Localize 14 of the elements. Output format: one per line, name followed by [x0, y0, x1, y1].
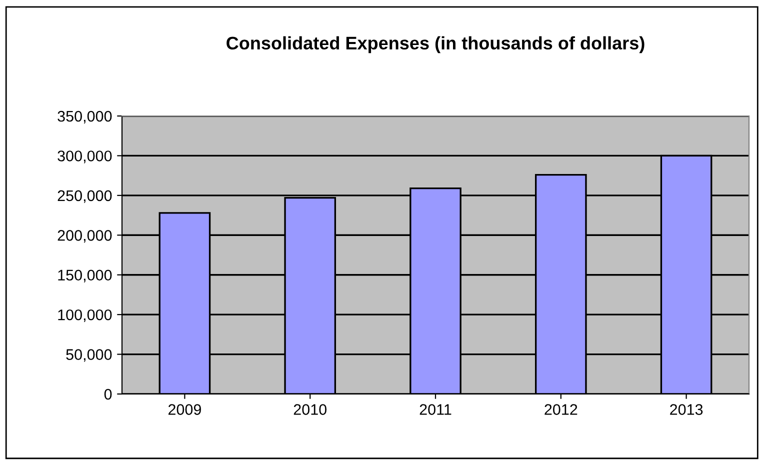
x-tick-label: 2013: [670, 404, 703, 415]
y-tick-label: 350,000: [58, 110, 112, 124]
y-tick-label: 100,000: [58, 309, 112, 322]
y-tick-label: 50,000: [66, 349, 112, 362]
y-tick-label: 300,000: [58, 150, 112, 164]
y-tick-label: 0: [104, 388, 112, 400]
x-tick-label: 2010: [294, 404, 326, 415]
x-tick-label: 2009: [168, 404, 201, 415]
chart-title: Consolidated Expenses (in thousands of dollars): [226, 36, 644, 54]
y-tick-label: 200,000: [58, 230, 112, 243]
x-tick-label: 2011: [420, 404, 452, 415]
y-tick-label: 150,000: [58, 270, 112, 282]
x-tick-label: 2012: [544, 404, 578, 415]
y-tick-label: 250,000: [58, 190, 112, 203]
